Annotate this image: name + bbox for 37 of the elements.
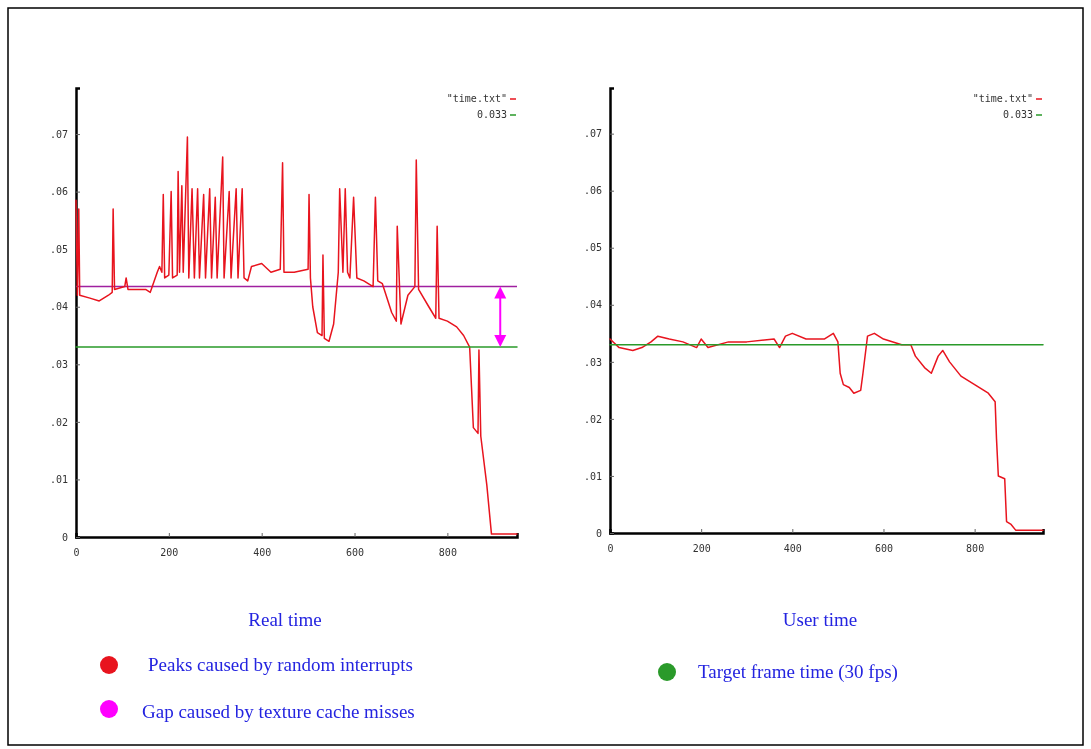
x-tick-label: 800	[966, 543, 985, 555]
y-tick-label: 0	[595, 527, 602, 539]
x-axis-title: Real time	[248, 609, 322, 630]
y-tick-label: .04	[49, 301, 68, 313]
y-tick-label: .02	[583, 413, 602, 425]
y-tick-label: .03	[49, 359, 68, 371]
y-tick-label: .02	[49, 416, 68, 428]
y-tick-label: .06	[49, 186, 68, 198]
x-tick-label: 600	[346, 547, 365, 559]
y-tick-label: .04	[583, 299, 602, 311]
text: Peaks caused by random interrupts	[148, 654, 413, 675]
y-tick-label: .03	[583, 356, 602, 368]
y-tick-label: .01	[583, 470, 602, 482]
x-tick-label: 0	[73, 547, 80, 559]
x-tick-label: 400	[783, 543, 802, 555]
y-tick-label: .07	[583, 128, 602, 140]
x-axis-title: User time	[782, 609, 858, 630]
x-tick-label: 800	[438, 547, 457, 559]
line-series	[75, 136, 518, 535]
y-tick-label: 0	[61, 531, 68, 543]
y-tick-label: .05	[583, 242, 602, 254]
y-tick-label: .07	[49, 128, 68, 140]
y-tick-label: .06	[583, 185, 602, 197]
y-tick-label: .01	[49, 474, 68, 486]
y-tick-label: .05	[49, 243, 68, 255]
x-tick-label: 600	[874, 543, 893, 555]
x-tick-label: 0	[607, 543, 614, 555]
text: Target frame time (30 fps)	[698, 661, 898, 683]
legend-label: 0.033	[476, 109, 507, 120]
text: Gap caused by texture cache misses	[142, 701, 415, 722]
legend-label: "time.txt"	[972, 93, 1033, 104]
legend-label: 0.033	[1002, 109, 1033, 120]
line-series	[609, 332, 1044, 531]
x-tick-label: 200	[160, 547, 179, 559]
x-tick-label: 400	[253, 547, 272, 559]
legend-label: "time.txt"	[446, 93, 507, 104]
x-tick-label: 200	[692, 543, 711, 555]
